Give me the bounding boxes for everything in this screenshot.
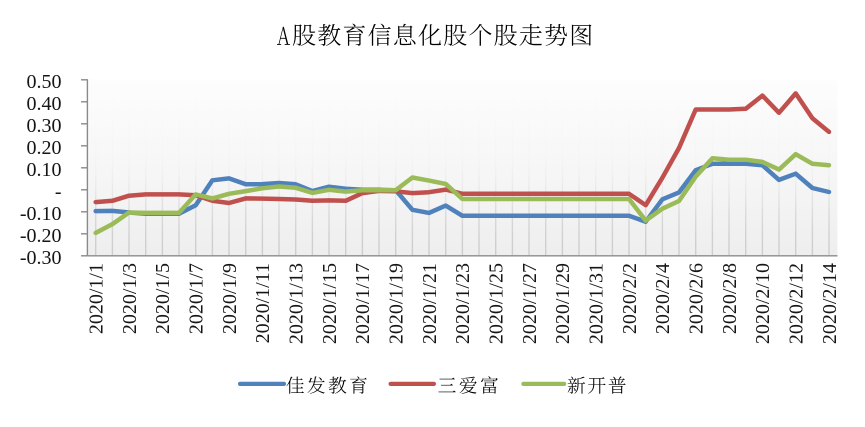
svg-text:0.30: 0.30 [27, 115, 62, 137]
svg-text:0.20: 0.20 [27, 137, 62, 159]
svg-text:0.50: 0.50 [27, 71, 62, 93]
svg-text:2020/1/11: 2020/1/11 [252, 263, 274, 343]
svg-text:0.40: 0.40 [27, 93, 62, 115]
svg-text:2020/1/21: 2020/1/21 [419, 263, 441, 344]
svg-text:2020/2/14: 2020/2/14 [819, 263, 841, 344]
svg-text:2020/1/1: 2020/1/1 [86, 263, 108, 334]
svg-text:2020/1/27: 2020/1/27 [519, 263, 541, 344]
svg-text:-0.10: -0.10 [20, 203, 62, 225]
svg-text:2020/1/17: 2020/1/17 [352, 263, 374, 344]
svg-text:2020/2/2: 2020/2/2 [619, 263, 641, 334]
svg-text:2020/1/13: 2020/1/13 [286, 263, 308, 344]
svg-text:2020/1/23: 2020/1/23 [452, 263, 474, 344]
svg-text:0.10: 0.10 [27, 159, 62, 181]
svg-text:2020/1/7: 2020/1/7 [186, 263, 208, 334]
svg-text:-: - [55, 181, 62, 203]
svg-text:2020/2/10: 2020/2/10 [752, 263, 774, 344]
svg-text:2020/2/4: 2020/2/4 [652, 263, 674, 334]
svg-text:2020/1/3: 2020/1/3 [119, 263, 141, 334]
svg-text:2020/1/5: 2020/1/5 [152, 263, 174, 334]
svg-text:2020/1/9: 2020/1/9 [219, 263, 241, 334]
svg-text:-0.20: -0.20 [20, 225, 62, 247]
svg-text:2020/1/15: 2020/1/15 [319, 263, 341, 344]
svg-text:2020/1/19: 2020/1/19 [386, 263, 408, 344]
svg-text:2020/1/31: 2020/1/31 [586, 263, 608, 344]
svg-text:-0.30: -0.30 [20, 247, 62, 269]
svg-text:2020/2/8: 2020/2/8 [719, 263, 741, 334]
svg-text:2020/1/29: 2020/1/29 [552, 263, 574, 344]
svg-text:2020/2/12: 2020/2/12 [786, 263, 808, 344]
svg-text:2020/1/25: 2020/1/25 [486, 263, 508, 344]
svg-text:2020/2/6: 2020/2/6 [686, 263, 708, 334]
